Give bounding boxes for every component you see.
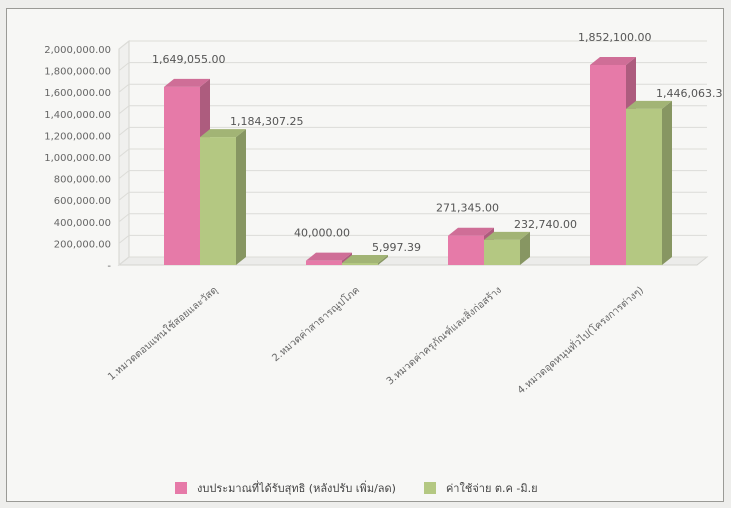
bar-side [378,255,388,265]
gridline [118,191,707,201]
bar-chart: - 200,000.00 400,000.00 600,000.00 800,000.0… [44,31,723,397]
gridline [118,170,707,179]
bar-side [662,100,672,265]
data-label: 1,446,063.35 [656,87,723,100]
bars [164,56,672,265]
legend-label-series-1: งบประมาณที่ได้รับสุทธิ (หลังปรับ เพิ่ม/ล… [197,482,396,495]
bar [448,235,484,265]
bar [484,239,520,265]
y-tick-label: - [107,261,111,272]
y-tick-label: 200,000.00 [54,239,111,250]
bar-top [484,231,530,240]
data-label: 5,997.39 [372,241,421,254]
y-tick-label: 1,800,000.00 [44,67,111,78]
bar-top [448,227,494,236]
chart-frame: - 200,000.00 400,000.00 600,000.00 800,000.0… [6,8,724,502]
legend-item-series-1[interactable]: งบประมาณที่ได้รับสุทธิ (หลังปรับ เพิ่ม/ล… [175,479,396,497]
y-tick-label: 1,400,000.00 [44,110,111,121]
y-tick-label: 600,000.00 [54,196,111,207]
gridline [118,213,707,223]
x-tick-label: 4.หมวดอุดหนุนทั่วไป(โครงการต่างๆ) [514,283,646,397]
data-label: 1,184,307.25 [230,115,303,128]
data-label: 1,649,055.00 [152,53,225,66]
bar [342,263,378,265]
x-tick-label: 2.หมวดค่าสาธารณูปโภค [269,283,362,364]
data-label: 1,852,100.00 [578,31,651,44]
gridline [118,126,707,136]
gridline [118,148,707,158]
x-tick-label: 3.หมวดค่าครุภัณฑ์และสิ่งก่อสร้าง [383,283,504,388]
bar-top [590,56,636,65]
gridline [118,40,707,50]
bar [200,137,236,265]
legend-label-series-2: ค่าใช้จ่าย ต.ค -มิ.ย [445,482,538,495]
bar-top [626,100,672,109]
bar-side [236,129,246,265]
y-tick-label: 1,600,000.00 [44,88,111,99]
y-tick-label: 2,000,000.00 [44,45,111,56]
gridline [118,105,707,115]
legend-item-series-2[interactable]: ค่าใช้จ่าย ต.ค -มิ.ย [423,479,538,497]
data-label: 232,740.00 [514,218,577,231]
x-axis: 1.หมวดตอบแทนใช้สอยและวัสดุ 2.หมวดค่าสาธาร… [105,283,646,397]
bar [590,64,626,265]
y-tick-label: 400,000.00 [54,218,111,229]
bar-top [342,255,388,263]
bar [626,108,662,265]
data-label: 271,345.00 [436,202,499,215]
gridline [118,83,707,93]
y-tick-label: 1,000,000.00 [44,153,111,164]
x-tick-label: 1.หมวดตอบแทนใช้สอยและวัสดุ [105,284,219,383]
bar-side [520,231,530,265]
gridline [118,62,707,71]
legend-swatch-series-2 [423,482,436,494]
y-tick-label: 1,200,000.00 [44,131,111,142]
bar-top [200,129,246,138]
y-axis: - 200,000.00 400,000.00 600,000.00 800,000.0… [44,45,111,272]
y-tick-label: 800,000.00 [54,175,111,186]
data-labels: 1,649,055.00 1,184,307.25 40,000.00 5,997.3… [152,31,723,254]
legend-swatch-series-1 [175,482,187,494]
bar-top [306,252,352,261]
bar [164,86,200,265]
bar [306,260,342,265]
legend: งบประมาณที่ได้รับสุทธิ (หลังปรับ เพิ่ม/ล… [175,479,566,497]
data-label: 40,000.00 [294,227,350,240]
bar-top [164,78,210,87]
